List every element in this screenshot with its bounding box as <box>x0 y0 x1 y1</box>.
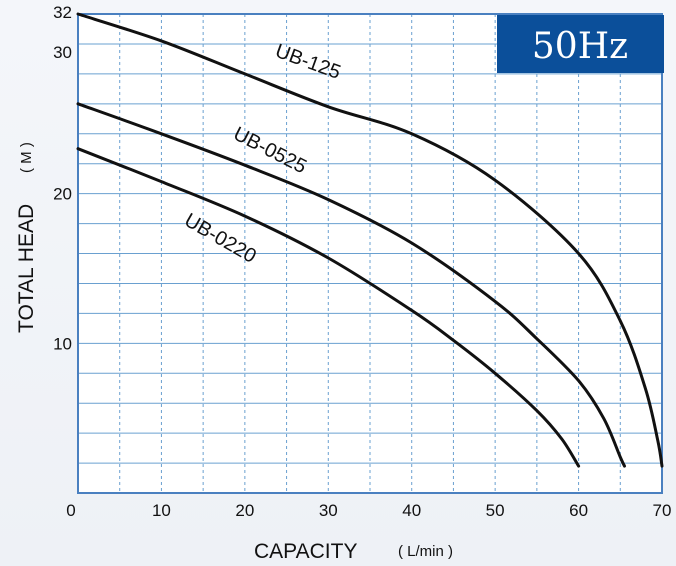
x-axis-label: CAPACITY <box>254 540 357 563</box>
series-line-ub-125 <box>76 12 664 468</box>
x-tick-label: 20 <box>235 501 254 520</box>
y-axis-label: TOTAL HEAD <box>15 204 38 333</box>
x-axis-title: CAPACITY ( L/min ) <box>254 540 453 563</box>
badge-background <box>497 15 664 73</box>
series-line-ub-0220 <box>76 147 581 468</box>
grid <box>77 13 663 494</box>
plot-frame <box>77 13 663 494</box>
y-tick-label: 20 <box>53 185 72 204</box>
x-tick-label: 30 <box>319 501 338 520</box>
y-tick-label: 32 <box>53 3 72 22</box>
y-axis-title: TOTAL HEAD ( M ) <box>15 142 38 333</box>
x-tick-label: 0 <box>66 501 75 520</box>
x-tick-label: 40 <box>402 501 421 520</box>
x-tick-label: 60 <box>569 501 588 520</box>
y-tick-label: 30 <box>53 43 72 62</box>
x-tick-label: 70 <box>653 501 672 520</box>
frequency-badge: 50Hz <box>497 15 664 73</box>
x-tick-label: 50 <box>486 501 505 520</box>
y-axis-unit: ( M ) <box>18 142 35 173</box>
series-line-ub-0525 <box>76 102 626 468</box>
x-tick-label: 10 <box>152 501 171 520</box>
badge-label: 50Hz <box>532 26 628 67</box>
y-tick-labels: 10 20 30 32 <box>53 3 72 353</box>
y-tick-label: 10 <box>53 334 72 353</box>
series-lines <box>76 12 664 468</box>
x-axis-unit: ( L/min ) <box>398 543 453 560</box>
x-tick-labels: 0 10 20 30 40 50 60 70 <box>66 501 671 520</box>
